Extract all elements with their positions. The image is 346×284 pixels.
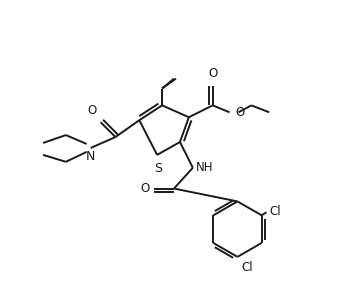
Text: NH: NH — [196, 161, 213, 174]
Text: O: O — [88, 104, 97, 117]
Text: O: O — [140, 182, 149, 195]
Text: Cl: Cl — [270, 205, 281, 218]
Text: Cl: Cl — [242, 261, 253, 274]
Text: O: O — [208, 67, 217, 80]
Text: S: S — [154, 162, 162, 175]
Text: N: N — [86, 150, 95, 163]
Text: O: O — [236, 106, 245, 119]
